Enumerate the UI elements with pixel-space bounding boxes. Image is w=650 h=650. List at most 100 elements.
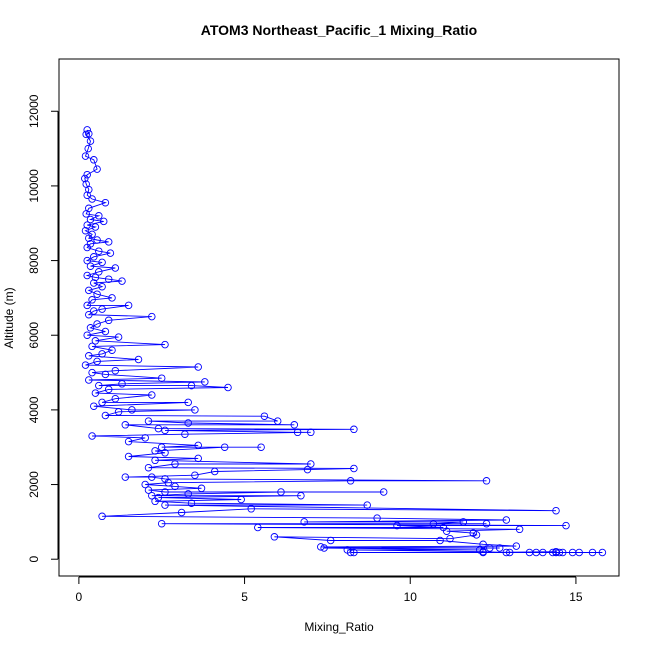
data-point [181,430,189,438]
data-point [502,516,511,524]
data-point [101,327,110,336]
data-point [85,376,93,384]
data-point [128,406,136,414]
x-tick-label: 15 [569,590,583,604]
data-point [111,366,120,375]
data-point [187,381,196,390]
data-point [197,484,206,493]
data-point [81,361,90,369]
y-tick-label: 6000 [27,322,41,349]
data-point [81,174,89,183]
data-point [154,424,163,433]
data-point [83,126,91,134]
y-tick-label: 12000 [27,94,41,128]
data-point [93,357,101,366]
data-point [254,523,262,532]
data-point [82,130,90,139]
data-point [379,488,388,496]
data-point [121,421,130,429]
data-point [247,505,255,513]
x-axis-label: Mixing_Ratio [304,620,374,634]
data-point [459,518,468,526]
data-point [144,417,153,425]
data-point [95,247,103,255]
data-point [118,380,126,388]
y-tick-label: 2000 [27,471,41,498]
y-tick-label: 0 [27,556,41,563]
data-point [93,320,101,328]
data-point [210,467,219,476]
data-point [237,495,245,504]
data-point [86,262,95,270]
data-point [114,408,123,416]
chart-title: ATOM3 Northeast_Pacific_1 Mixing_Ratio [201,22,477,38]
series-line [84,129,603,553]
data-point [83,170,91,179]
data-point [81,152,90,160]
data-point [151,497,159,506]
data-point [85,286,93,295]
data-point [88,432,96,440]
data-point [98,282,106,291]
data-point [101,198,110,207]
data-point [194,441,202,450]
data-point [148,473,156,481]
data-point [91,389,100,397]
data-point [393,521,401,530]
data-point [90,253,98,261]
data-point [84,144,92,153]
data-point [104,275,113,283]
data-point [83,256,91,265]
data-point [90,279,98,287]
data-point [85,310,93,319]
data-point [479,540,487,549]
data-point [482,477,491,485]
data-point [164,478,173,487]
data-point [98,512,106,521]
data-point [161,340,169,349]
data-point [270,533,279,541]
data-point [187,499,196,507]
data-point [91,337,100,345]
y-tick-label: 8000 [27,247,41,274]
data-point [293,428,302,437]
data-point [588,548,597,557]
data-point [104,238,113,246]
data-point [83,271,91,280]
data-point [486,544,494,552]
x-axis: 0 5 10 15 [76,576,583,604]
data-point [83,221,91,229]
data-point [144,486,153,494]
data-point [111,264,120,272]
data-point [85,185,93,194]
x-tick-label: 5 [241,590,248,604]
data-point [95,212,103,220]
data-point [108,346,116,354]
data-point [88,296,96,304]
data-point [273,417,282,425]
data-point [111,394,120,403]
data-point [91,273,100,282]
data-point [98,258,106,267]
data-point [141,434,149,442]
data-point [104,385,113,394]
data-point [290,421,299,429]
data-point [552,548,560,557]
data-point [114,333,123,341]
data-point [346,548,355,557]
data-point [144,463,153,472]
data-point [161,501,169,509]
data-point [363,501,371,509]
data-point [191,471,199,479]
data-point [505,548,514,557]
data-point [93,236,101,244]
data-point [124,437,133,446]
data-point [201,378,209,386]
data-point [171,482,179,491]
data-point [86,324,95,332]
data-point [148,491,156,500]
data-point [194,363,202,371]
data-point [495,544,504,552]
data-point [90,307,98,315]
data-point [101,370,110,379]
